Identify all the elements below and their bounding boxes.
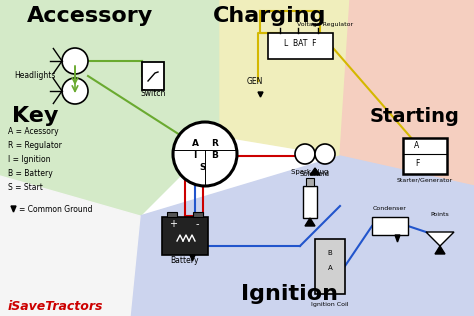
Bar [268,33,333,59]
Text: R: R [211,139,219,149]
Polygon shape [130,156,474,316]
Circle shape [62,78,88,104]
Text: -: - [195,219,199,229]
Text: Condenser: Condenser [373,206,407,211]
Text: Spark Plug: Spark Plug [292,169,328,175]
Text: S: S [200,163,206,173]
Text: = Common Ground: = Common Ground [19,204,92,214]
Text: A: A [414,142,419,150]
Polygon shape [305,218,315,226]
Text: Voltage Regulator: Voltage Regulator [297,22,353,27]
Text: S = Start: S = Start [8,183,43,191]
Text: Starter/Generator: Starter/Generator [397,178,453,183]
Polygon shape [395,235,400,242]
Polygon shape [435,246,445,254]
Bar [303,186,317,218]
Text: Points: Points [430,212,449,217]
Polygon shape [340,0,474,186]
Circle shape [315,144,335,164]
Text: F: F [415,160,419,168]
Text: Battery: Battery [171,256,199,265]
Bar [403,138,447,174]
Polygon shape [0,0,220,216]
Bar [306,178,314,186]
Text: B = Battery: B = Battery [8,168,53,178]
Circle shape [173,122,237,186]
Polygon shape [426,232,454,246]
Text: Starting: Starting [370,106,460,125]
Text: GEN: GEN [247,77,264,86]
Bar [372,217,408,235]
Bar [167,212,177,217]
Text: Charging: Charging [213,6,327,26]
Text: R = Regulator: R = Regulator [8,141,62,149]
Text: L  BAT  F: L BAT F [284,39,316,47]
Text: B: B [211,151,219,161]
Text: iSaveTractors: iSaveTractors [8,300,103,313]
Polygon shape [220,0,350,156]
Text: A = Acessory: A = Acessory [8,126,59,136]
Polygon shape [11,206,16,212]
Text: I: I [193,151,197,161]
Bar [193,212,203,217]
Text: I = Ignition: I = Ignition [8,155,51,163]
Text: Switch: Switch [140,89,166,98]
Text: Solenoid: Solenoid [300,171,330,177]
Polygon shape [258,92,263,97]
Text: A: A [328,265,332,271]
Text: Ignition Coil: Ignition Coil [311,302,349,307]
Text: A: A [191,139,199,149]
Text: B: B [328,250,332,256]
Bar [162,217,208,255]
Text: +: + [169,219,177,229]
Polygon shape [190,255,195,261]
Circle shape [295,144,315,164]
Bar [315,239,345,294]
Circle shape [62,48,88,74]
Text: Accessory: Accessory [27,6,153,26]
Text: Ignition: Ignition [241,284,338,304]
Bar [142,62,164,90]
Text: Headlights: Headlights [14,71,55,81]
Polygon shape [0,176,140,316]
Polygon shape [310,168,320,175]
Text: Key: Key [12,106,58,126]
